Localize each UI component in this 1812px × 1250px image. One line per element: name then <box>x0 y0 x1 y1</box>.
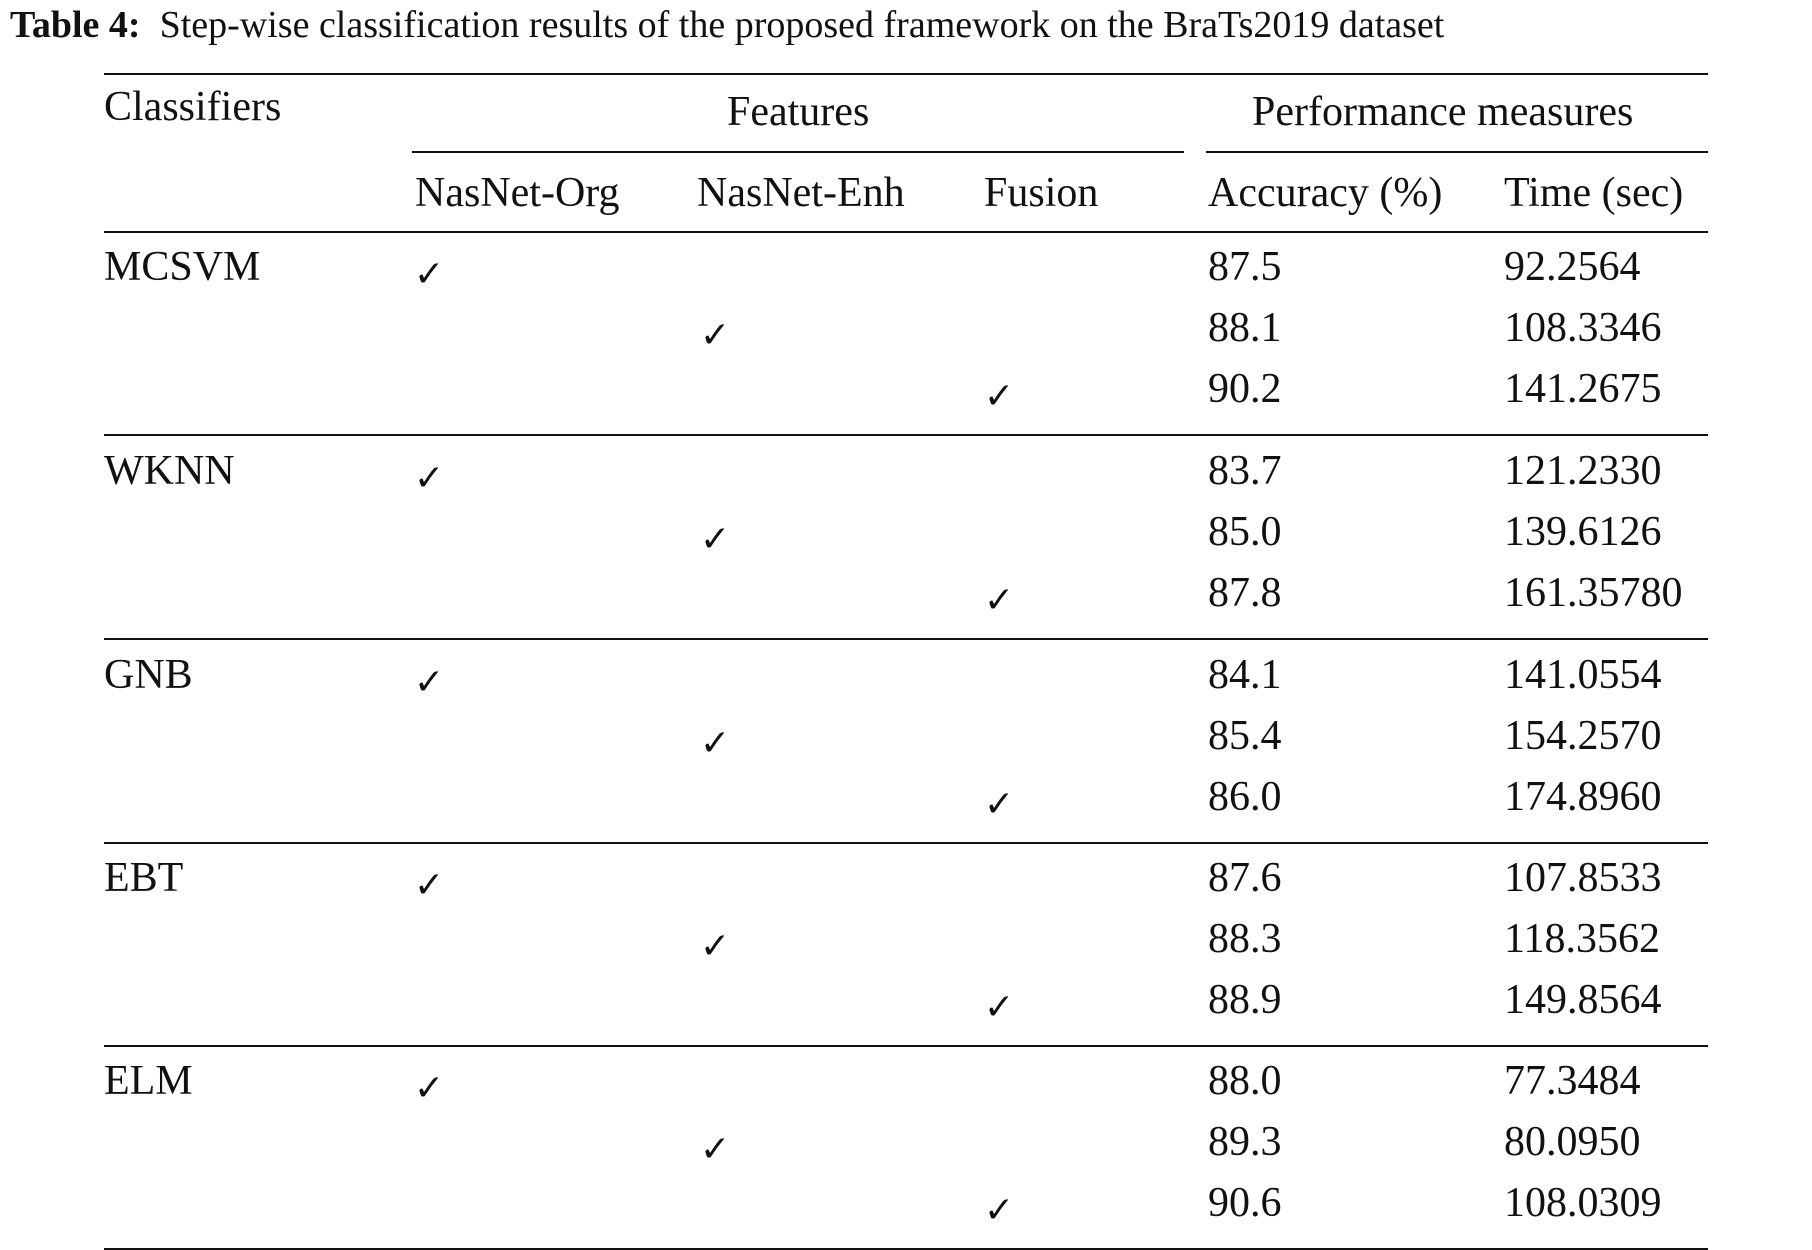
accuracy-value: 84.1 <box>1208 652 1282 698</box>
accuracy-value: 87.6 <box>1208 855 1282 901</box>
classifier-name: MCSVM <box>104 244 261 290</box>
accuracy-value: 87.5 <box>1208 244 1282 290</box>
checkmark-icon: ✓ <box>414 458 445 499</box>
time-value: 108.3346 <box>1504 305 1662 351</box>
accuracy-value: 89.3 <box>1208 1119 1282 1165</box>
checkmark-icon: ✓ <box>414 662 445 703</box>
header-classifiers: Classifiers <box>104 84 282 130</box>
top-rule <box>104 73 1708 75</box>
accuracy-value: 90.2 <box>1208 366 1282 412</box>
accuracy-value: 85.4 <box>1208 713 1282 759</box>
time-value: 121.2330 <box>1504 448 1662 494</box>
checkmark-icon: ✓ <box>984 1190 1015 1231</box>
time-value: 118.3562 <box>1504 916 1660 962</box>
checkmark-icon: ✓ <box>414 254 445 295</box>
header-nasnet-enh: NasNet-Enh <box>697 170 905 216</box>
checkmark-icon: ✓ <box>984 784 1015 825</box>
table-caption-label: Table 4: <box>10 4 141 46</box>
checkmark-icon: ✓ <box>414 865 445 906</box>
accuracy-value: 87.8 <box>1208 570 1282 616</box>
header-fusion: Fusion <box>984 170 1099 216</box>
header-bottom-rule <box>104 231 1708 233</box>
time-value: 108.0309 <box>1504 1180 1662 1226</box>
checkmark-icon: ✓ <box>414 1068 445 1109</box>
time-value: 80.0950 <box>1504 1119 1641 1165</box>
time-value: 174.8960 <box>1504 774 1662 820</box>
header-accuracy: Accuracy (%) <box>1208 170 1443 216</box>
classifier-name: WKNN <box>104 448 235 494</box>
accuracy-value: 88.3 <box>1208 916 1282 962</box>
group-separator-rule <box>104 842 1708 844</box>
time-value: 107.8533 <box>1504 855 1662 901</box>
accuracy-value: 88.9 <box>1208 977 1282 1023</box>
time-value: 139.6126 <box>1504 509 1662 555</box>
checkmark-icon: ✓ <box>984 580 1015 621</box>
time-value: 141.2675 <box>1504 366 1662 412</box>
checkmark-icon: ✓ <box>700 926 731 967</box>
group-separator-rule <box>104 434 1708 436</box>
time-value: 141.0554 <box>1504 652 1662 698</box>
header-time: Time (sec) <box>1504 170 1684 216</box>
time-value: 77.3484 <box>1504 1058 1641 1104</box>
accuracy-value: 86.0 <box>1208 774 1282 820</box>
checkmark-icon: ✓ <box>984 376 1015 417</box>
time-value: 161.35780 <box>1504 570 1683 616</box>
header-performance: Performance measures <box>1252 89 1634 135</box>
group-separator-rule <box>104 638 1708 640</box>
classifier-name: ELM <box>104 1058 193 1104</box>
header-nasnet-org: NasNet-Org <box>415 170 620 216</box>
checkmark-icon: ✓ <box>700 519 731 560</box>
accuracy-value: 88.1 <box>1208 305 1282 351</box>
time-value: 149.8564 <box>1504 977 1662 1023</box>
accuracy-value: 85.0 <box>1208 509 1282 555</box>
time-value: 154.2570 <box>1504 713 1662 759</box>
classifier-name: EBT <box>104 855 184 901</box>
checkmark-icon: ✓ <box>700 723 731 764</box>
accuracy-value: 88.0 <box>1208 1058 1282 1104</box>
checkmark-icon: ✓ <box>700 1129 731 1170</box>
header-features: Features <box>727 89 870 135</box>
group-separator-rule <box>104 1045 1708 1047</box>
accuracy-value: 83.7 <box>1208 448 1282 494</box>
classifier-name: GNB <box>104 652 193 698</box>
accuracy-value: 90.6 <box>1208 1180 1282 1226</box>
checkmark-icon: ✓ <box>984 987 1015 1028</box>
features-subrule <box>412 151 1184 153</box>
checkmark-icon: ✓ <box>700 315 731 356</box>
performance-subrule <box>1206 151 1708 153</box>
table-caption: Table 4: Step-wise classification result… <box>10 0 1444 50</box>
table-caption-text: Step-wise classification results of the … <box>159 4 1445 46</box>
time-value: 92.2564 <box>1504 244 1641 290</box>
